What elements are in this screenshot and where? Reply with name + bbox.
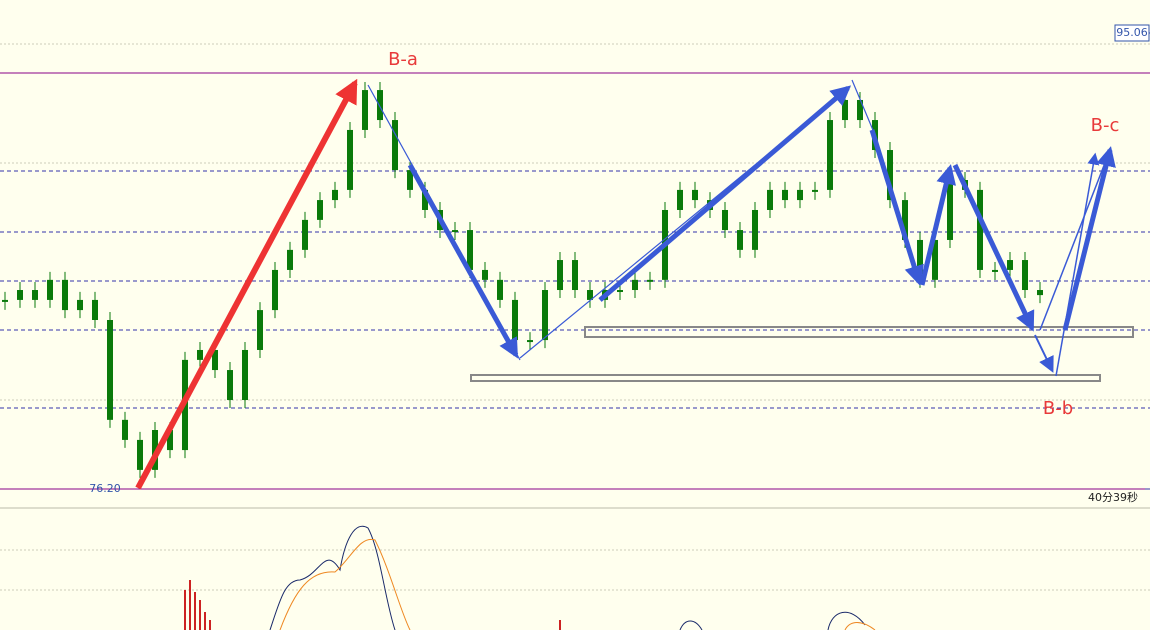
candle: [677, 189, 683, 210]
candle: [932, 239, 938, 280]
candle: [1037, 290, 1043, 296]
candle: [1007, 260, 1013, 270]
candle: [77, 299, 83, 311]
annotation: B-b: [1043, 398, 1073, 419]
candle: [227, 370, 233, 401]
candle: [827, 120, 833, 190]
candle: [422, 189, 428, 210]
candle: [632, 279, 638, 291]
candle: [482, 269, 488, 280]
price-box: [1114, 24, 1150, 42]
candle: [452, 230, 458, 233]
candle: [527, 340, 533, 343]
annotation: B-a: [388, 49, 418, 70]
candle: [47, 279, 53, 300]
candle: [542, 290, 548, 341]
candle: [1022, 260, 1028, 291]
candle: [557, 260, 563, 291]
candle: [587, 290, 593, 300]
candle: [92, 299, 98, 320]
candle: [752, 209, 758, 250]
candle: [257, 310, 263, 350]
candle: [722, 209, 728, 231]
candle: [302, 219, 308, 250]
candle: [347, 129, 353, 190]
candle: [62, 279, 68, 311]
candle: [332, 189, 338, 201]
annotation: B-c: [1091, 115, 1120, 136]
candle: [167, 430, 173, 451]
candle: [692, 189, 698, 201]
timer: 40分39秒: [1088, 490, 1138, 504]
candle: [287, 249, 293, 270]
candle: [737, 230, 743, 250]
candle: [767, 189, 773, 210]
candle: [317, 200, 323, 220]
candle: [467, 230, 473, 270]
candle: [572, 260, 578, 291]
candle: [812, 189, 818, 192]
candle: [857, 99, 863, 121]
candle: [32, 290, 38, 300]
candle: [902, 200, 908, 240]
candle: [947, 180, 953, 240]
candle: [782, 189, 788, 201]
drawings: [135, 78, 1134, 490]
candle: [797, 189, 803, 201]
candle: [122, 419, 128, 440]
candle: [2, 299, 8, 302]
candle: [992, 269, 998, 272]
candle: [392, 120, 398, 171]
candle: [17, 290, 23, 300]
candle: [212, 349, 218, 371]
candle: [377, 90, 383, 121]
indicator: [184, 525, 876, 630]
candle: [272, 269, 278, 311]
level-lines: [0, 43, 1150, 591]
candle: [512, 299, 518, 341]
y-tick-label: 95.06: [1116, 26, 1148, 39]
candle: [407, 170, 413, 190]
candle: [887, 150, 893, 201]
candle: [842, 99, 848, 121]
candle: [107, 319, 113, 420]
candle: [647, 279, 653, 282]
candle: [362, 90, 368, 130]
candle: [977, 189, 983, 270]
candle: [497, 279, 503, 300]
candle: [242, 349, 248, 401]
candle: [197, 349, 203, 360]
candle: [617, 290, 623, 293]
candle: [917, 239, 923, 280]
y-tick-label: 76.20: [89, 482, 121, 495]
candle: [137, 439, 143, 470]
